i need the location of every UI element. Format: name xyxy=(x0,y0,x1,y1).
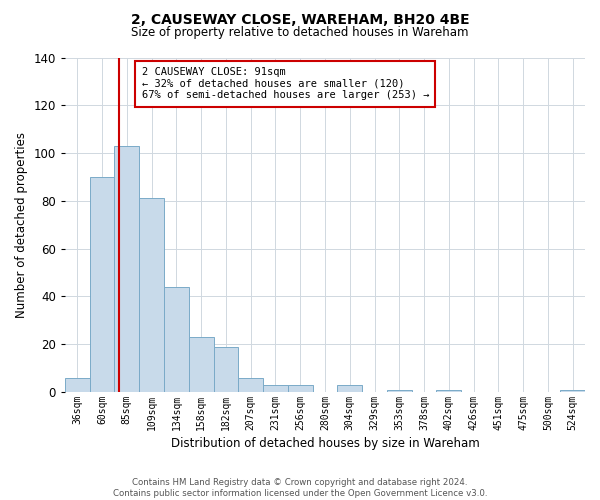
Bar xyxy=(164,287,189,392)
Bar xyxy=(139,198,164,392)
Y-axis label: Number of detached properties: Number of detached properties xyxy=(15,132,28,318)
Text: 2 CAUSEWAY CLOSE: 91sqm
← 32% of detached houses are smaller (120)
67% of semi-d: 2 CAUSEWAY CLOSE: 91sqm ← 32% of detache… xyxy=(142,67,429,100)
Bar xyxy=(263,385,288,392)
Text: 2, CAUSEWAY CLOSE, WAREHAM, BH20 4BE: 2, CAUSEWAY CLOSE, WAREHAM, BH20 4BE xyxy=(131,12,469,26)
Text: Size of property relative to detached houses in Wareham: Size of property relative to detached ho… xyxy=(131,26,469,39)
Bar xyxy=(288,385,313,392)
Bar xyxy=(214,346,238,392)
Bar xyxy=(337,385,362,392)
Bar xyxy=(189,337,214,392)
Bar xyxy=(238,378,263,392)
X-axis label: Distribution of detached houses by size in Wareham: Distribution of detached houses by size … xyxy=(170,437,479,450)
Bar xyxy=(560,390,585,392)
Text: Contains HM Land Registry data © Crown copyright and database right 2024.
Contai: Contains HM Land Registry data © Crown c… xyxy=(113,478,487,498)
Bar xyxy=(90,177,115,392)
Bar xyxy=(115,146,139,392)
Bar xyxy=(387,390,412,392)
Bar xyxy=(436,390,461,392)
Bar xyxy=(65,378,90,392)
